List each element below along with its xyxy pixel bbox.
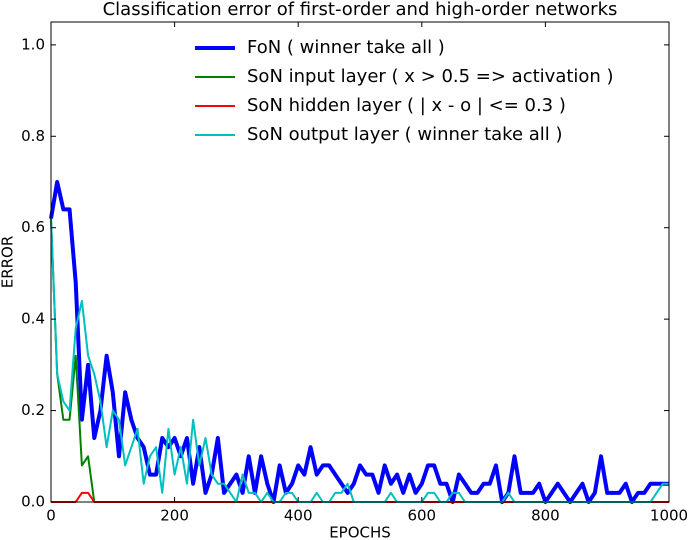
- x-tick-label: 400: [284, 507, 313, 525]
- chart-title: Classification error of first-order and …: [103, 0, 618, 20]
- legend-label: SoN input layer ( x > 0.5 => activation …: [247, 66, 614, 87]
- x-tick-label: 800: [531, 507, 560, 525]
- y-tick-label: 0.8: [21, 127, 45, 145]
- y-tick-label: 0.6: [21, 218, 45, 236]
- series-line: [49, 180, 669, 504]
- x-tick-label: 600: [407, 507, 436, 525]
- x-tick-label: 1000: [650, 507, 688, 525]
- legend-label: FoN ( winner take all ): [247, 37, 445, 58]
- y-tick-label: 1.0: [21, 35, 45, 53]
- x-tick-label: 200: [160, 507, 189, 525]
- legend-label: SoN output layer ( winner take all ): [247, 124, 563, 145]
- y-tick-label: 0.4: [21, 310, 45, 328]
- y-axis-label: ERROR: [0, 236, 17, 289]
- series-line: [50, 218, 669, 503]
- y-tick-label: 0.2: [21, 401, 45, 419]
- series-line: [50, 218, 669, 503]
- plot-frame: [50, 21, 670, 503]
- x-tick-label: 0: [46, 507, 56, 525]
- legend-label: SoN hidden layer ( | x - o | <= 0.3 ): [247, 95, 566, 116]
- x-axis-label: EPOCHS: [329, 524, 391, 540]
- y-tick-label: 0.0: [21, 493, 45, 511]
